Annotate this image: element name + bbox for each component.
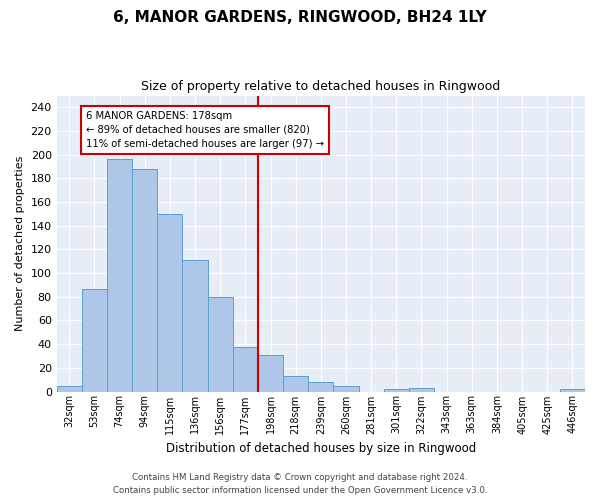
Bar bbox=[409, 388, 434, 392]
Bar bbox=[258, 355, 283, 392]
Bar bbox=[82, 288, 107, 392]
Bar bbox=[157, 214, 182, 392]
Text: Contains HM Land Registry data © Crown copyright and database right 2024.
Contai: Contains HM Land Registry data © Crown c… bbox=[113, 474, 487, 495]
Bar bbox=[56, 386, 82, 392]
Title: Size of property relative to detached houses in Ringwood: Size of property relative to detached ho… bbox=[141, 80, 500, 93]
Bar bbox=[233, 346, 258, 392]
Bar bbox=[560, 389, 585, 392]
Bar bbox=[334, 386, 359, 392]
Bar bbox=[182, 260, 208, 392]
Text: 6 MANOR GARDENS: 178sqm
← 89% of detached houses are smaller (820)
11% of semi-d: 6 MANOR GARDENS: 178sqm ← 89% of detache… bbox=[86, 111, 325, 149]
Bar bbox=[308, 382, 334, 392]
Bar bbox=[208, 297, 233, 392]
Text: 6, MANOR GARDENS, RINGWOOD, BH24 1LY: 6, MANOR GARDENS, RINGWOOD, BH24 1LY bbox=[113, 10, 487, 25]
Bar bbox=[283, 376, 308, 392]
Bar bbox=[107, 160, 132, 392]
Y-axis label: Number of detached properties: Number of detached properties bbox=[15, 156, 25, 331]
Bar bbox=[384, 389, 409, 392]
X-axis label: Distribution of detached houses by size in Ringwood: Distribution of detached houses by size … bbox=[166, 442, 476, 455]
Bar bbox=[132, 169, 157, 392]
